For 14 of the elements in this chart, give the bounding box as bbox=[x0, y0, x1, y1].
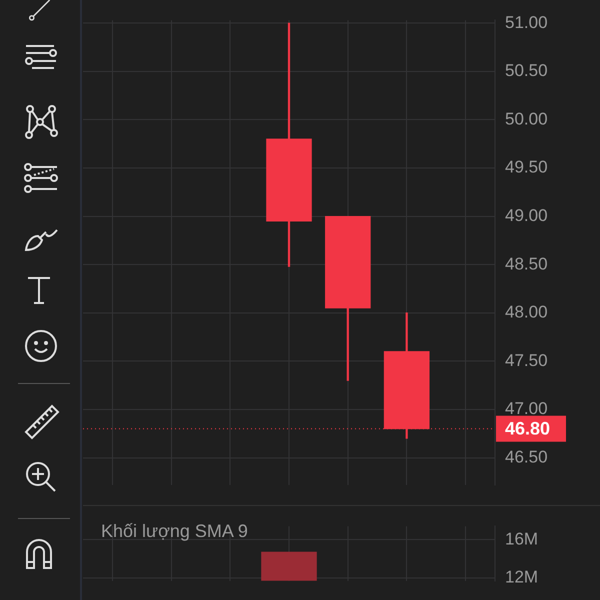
chart-title: Khối lượng SMA 9 bbox=[101, 520, 248, 541]
y-tick-label: 49.00 bbox=[505, 206, 548, 225]
y-tick-label: 16M bbox=[505, 529, 538, 548]
y-tick-label: 51.00 bbox=[505, 12, 548, 32]
y-tick-label: 47.50 bbox=[505, 350, 548, 370]
y-tick-label: 49.50 bbox=[505, 158, 548, 177]
y-tick-label: 12M bbox=[505, 568, 538, 587]
y-tick-label: 48.00 bbox=[505, 302, 548, 322]
ref-line-label: 46.80 bbox=[505, 418, 550, 439]
y-tick-label: 47.00 bbox=[505, 399, 548, 418]
y-tick-label: 48.50 bbox=[505, 254, 548, 274]
y-tick-label: 50.00 bbox=[505, 109, 548, 128]
y-tick-label: 50.50 bbox=[505, 61, 548, 80]
y-tick-label: 46.50 bbox=[505, 447, 548, 466]
